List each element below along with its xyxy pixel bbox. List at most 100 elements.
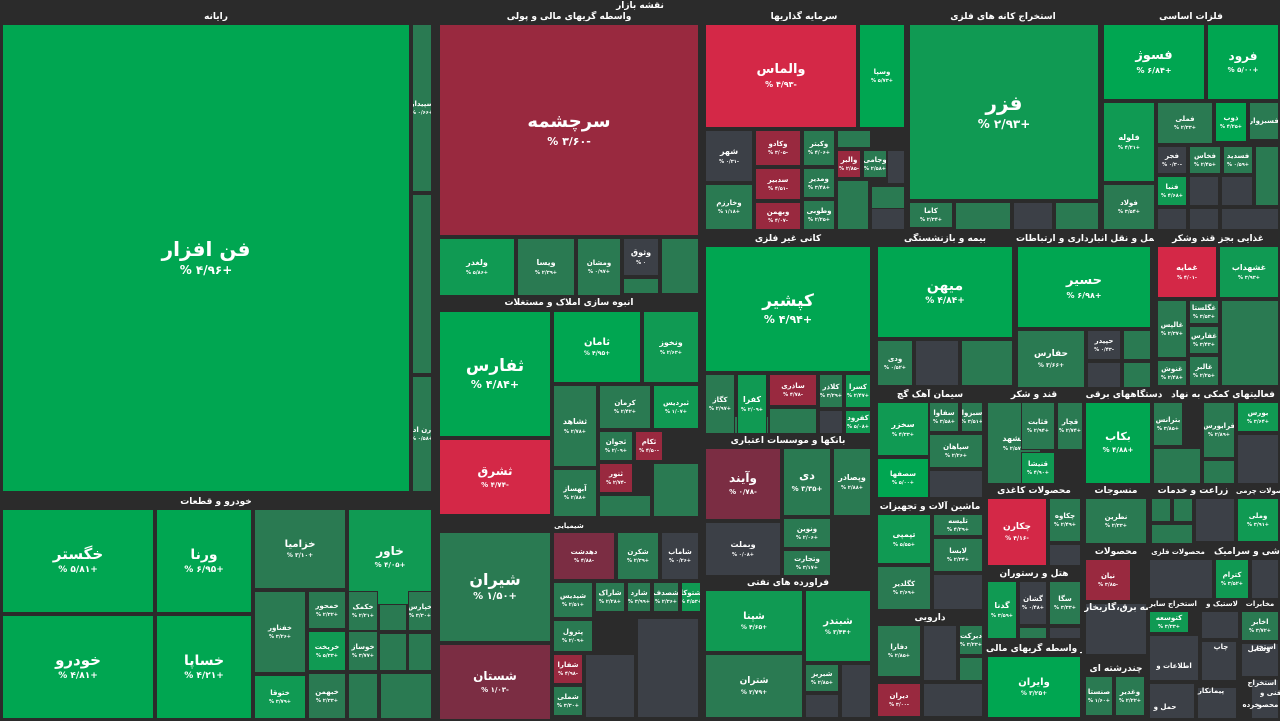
stock-tile[interactable]: شبندر +۳/۴۴ %: [805, 590, 871, 662]
stock-tile[interactable]: فرابورس +۲/۸۹ %: [1203, 402, 1235, 458]
stock-tile[interactable]: شهر -۰/۳۱ %: [705, 130, 753, 182]
stock-tile[interactable]: کرمان +۲/۴۲ %: [599, 385, 651, 429]
stock-tile[interactable]: ثجوان +۲/۰۹ %: [599, 431, 633, 461]
stock-tile[interactable]: کترام +۳/۵۲ %: [1215, 559, 1249, 599]
stock-tile[interactable]: وملی +۳/۹۱ %: [1237, 498, 1279, 542]
stock-tile[interactable]: شپنا +۴/۶۵ %: [705, 590, 803, 652]
stock-tile[interactable]: غشهداب +۳/۹۳ %: [1219, 246, 1279, 298]
stock-tile[interactable]: فجر -۰/۳۰ %: [1157, 146, 1187, 174]
stock-tile[interactable]: دی +۳/۳۵ %: [783, 448, 831, 516]
stock-tile[interactable]: وتجارت +۳/۱۷ %: [783, 550, 831, 576]
stock-tile[interactable]: قنیشا +۴/۹۰ %: [1021, 452, 1055, 484]
stock-tile[interactable]: خپارس +۳/۳۰ %: [408, 591, 432, 631]
stock-tile[interactable]: وطوبی +۲/۲۵ %: [803, 200, 835, 230]
stock-tile[interactable]: شاراک +۲/۲۸ %: [595, 582, 625, 612]
stock-tile[interactable]: بترانس +۳/۸۵ %: [1153, 402, 1183, 446]
stock-tile[interactable]: کگاز +۲/۹۷ %: [705, 374, 735, 434]
stock-tile[interactable]: وآیند -۰/۷۸ %: [705, 448, 781, 520]
stock-tile[interactable]: چکاوه +۲/۴۹ %: [1049, 498, 1081, 542]
stock-tile[interactable]: فن افزار +۴/۹۶ %: [2, 24, 410, 492]
stock-tile[interactable]: خوساز +۳/۷۷ %: [348, 631, 378, 671]
stock-tile[interactable]: والماس -۴/۹۳ %: [705, 24, 857, 128]
stock-tile[interactable]: کلاذر +۳/۲۹ %: [819, 374, 843, 408]
stock-tile[interactable]: شفارا -۴/۹۸ %: [553, 654, 583, 684]
stock-tile[interactable]: ویسا +۲/۳۹ %: [517, 238, 575, 296]
stock-tile[interactable]: حسیر +۶/۹۸ %: [1017, 246, 1151, 328]
stock-tile[interactable]: وسپا +۵/۷۳ %: [859, 24, 905, 128]
stock-tile[interactable]: ورنا +۶/۹۵ %: [156, 509, 252, 613]
stock-tile[interactable]: فسدید +۰/۵۹ %: [1223, 146, 1253, 174]
stock-tile[interactable]: خگستر +۵/۸۱ %: [2, 509, 154, 613]
stock-tile[interactable]: دفارا +۲/۸۵ %: [877, 625, 921, 677]
stock-tile[interactable]: ثفارس +۴/۸۴ %: [439, 311, 551, 437]
stock-tile[interactable]: تلیسه +۴/۲۹ %: [933, 514, 983, 536]
stock-tile[interactable]: حپیدر -۰/۴۳ %: [1087, 330, 1121, 360]
stock-tile[interactable]: صنستا +۱/۶۰ %: [1085, 676, 1113, 716]
stock-tile[interactable]: ثکام -۴/۵۰ %: [635, 431, 663, 461]
stock-tile[interactable]: وجامی +۲/۵۸ %: [863, 150, 887, 178]
stock-tile[interactable]: کفرا +۲/۰۹ %: [737, 374, 767, 434]
stock-tile[interactable]: فنبا +۴/۶۸ %: [1157, 176, 1187, 206]
stock-tile[interactable]: شپدیس +۲/۵۱ %: [553, 582, 593, 618]
stock-tile[interactable]: خاور +۴/۰۵ %: [348, 509, 432, 605]
stock-tile[interactable]: غالبر +۲/۲۵ %: [1189, 356, 1219, 386]
stock-tile[interactable]: وایران +۳/۲۵ %: [987, 656, 1081, 718]
stock-tile[interactable]: وخارزم +۱/۱۸ %: [705, 184, 753, 230]
stock-tile[interactable]: ثشاهد +۲/۷۸ %: [553, 385, 597, 467]
stock-tile[interactable]: وکبتر +۴/۰۶ %: [803, 130, 835, 166]
stock-tile[interactable]: خساپا +۴/۲۱ %: [156, 615, 252, 719]
stock-tile[interactable]: [412, 194, 432, 374]
stock-tile[interactable]: ولغدر +۵/۸۶ %: [439, 238, 515, 296]
stock-tile[interactable]: فلوله +۴/۲۱ %: [1103, 102, 1155, 182]
stock-tile[interactable]: فزر +۲/۹۳ %: [909, 24, 1099, 200]
stock-tile[interactable]: گدنا +۳/۵۹ %: [987, 581, 1017, 639]
stock-tile[interactable]: وبهمن -۴/۰۷ %: [755, 202, 801, 230]
stock-tile[interactable]: غنوش +۲/۴۸ %: [1157, 360, 1187, 386]
stock-tile[interactable]: دبرکت +۳/۲۳ %: [959, 625, 983, 655]
stock-tile[interactable]: شکرن +۲/۳۹ %: [617, 532, 659, 580]
stock-tile[interactable]: نطرین +۲/۳۳ %: [1085, 498, 1147, 544]
stock-tile[interactable]: پترول +۲/۰۹ %: [553, 620, 593, 652]
stock-tile[interactable]: قثابت +۲/۹۴ %: [1021, 402, 1055, 450]
stock-tile[interactable]: دهدشت -۴/۸۸ %: [553, 532, 615, 580]
stock-tile[interactable]: گشان +۰/۴۸ %: [1019, 581, 1047, 625]
stock-tile[interactable]: وغدیر +۲/۲۲ %: [1115, 676, 1145, 716]
stock-tile[interactable]: وبملت +۰/۰۸ %: [705, 522, 781, 576]
stock-tile[interactable]: فسوژ +۶/۸۴ %: [1103, 24, 1205, 100]
stock-tile[interactable]: ثنور -۲/۷۴ %: [599, 463, 633, 493]
stock-tile[interactable]: سپاهان +۲/۲۶ %: [929, 434, 983, 468]
stock-tile[interactable]: وپصادر +۲/۸۸ %: [833, 448, 871, 516]
stock-tile[interactable]: سصفها +۵/۰۰ %: [877, 458, 929, 498]
stock-tile[interactable]: غگلستا +۳/۵۳ %: [1189, 300, 1219, 324]
stock-tile[interactable]: سدبیر -۴/۵۱ %: [755, 168, 801, 200]
stock-tile[interactable]: سبزوا +۳/۵۱ %: [961, 402, 983, 432]
stock-tile[interactable]: ثامان +۴/۹۵ %: [553, 311, 641, 383]
stock-tile[interactable]: سرچشمه -۳/۶۰ %: [439, 24, 699, 236]
stock-tile[interactable]: شتوکا +۴/۵۳ %: [681, 582, 701, 612]
stock-tile[interactable]: خفناور +۳/۲۶ %: [254, 591, 306, 673]
stock-tile[interactable]: خودرو +۴/۸۱ %: [2, 615, 154, 719]
stock-tile[interactable]: قچار +۲/۷۴ %: [1057, 402, 1083, 450]
stock-tile[interactable]: ونوین +۲/۰۶ %: [783, 518, 831, 548]
stock-tile[interactable]: شارد +۳/۹۹ %: [627, 582, 651, 612]
stock-tile[interactable]: شیران +۱/۵۰ %: [439, 532, 551, 642]
stock-tile[interactable]: کفرود +۵/۰۸ %: [845, 410, 871, 434]
stock-tile[interactable]: تپمپی +۵/۵۵ %: [877, 514, 931, 564]
stock-tile[interactable]: کگلدیر +۳/۶۹ %: [877, 566, 931, 610]
stock-tile[interactable]: ونخوز +۲/۶۳ %: [643, 311, 699, 383]
stock-tile[interactable]: نیان -۳/۸۵ %: [1085, 559, 1131, 601]
stock-tile[interactable]: خریخت +۵/۳۳ %: [308, 631, 346, 671]
stock-tile[interactable]: فسبزوار: [1249, 102, 1279, 140]
stock-tile[interactable]: دیران -۳/۰۰ %: [877, 683, 921, 717]
stock-tile[interactable]: آبهساز +۲/۸۸ %: [553, 469, 597, 517]
stock-tile[interactable]: غمایه -۴/۰۱ %: [1157, 246, 1217, 298]
stock-tile[interactable]: سخزر +۴/۳۳ %: [877, 402, 929, 456]
stock-tile[interactable]: فرود +۵/۰۰ %: [1207, 24, 1279, 100]
stock-tile[interactable]: خکمک +۲/۲۱ %: [348, 591, 378, 631]
stock-tile[interactable]: فولاد +۳/۵۴ %: [1103, 184, 1155, 230]
stock-tile[interactable]: بکاب +۴/۸۸ %: [1085, 402, 1151, 484]
stock-tile[interactable]: کتوسعه +۳/۳۳ %: [1149, 611, 1189, 633]
stock-tile[interactable]: ثشرق -۴/۷۴ %: [439, 439, 551, 515]
stock-tile[interactable]: ثبردیس +۱/۰۷ %: [653, 385, 699, 429]
stock-tile[interactable]: شملی +۳/۳۰ %: [553, 686, 583, 716]
